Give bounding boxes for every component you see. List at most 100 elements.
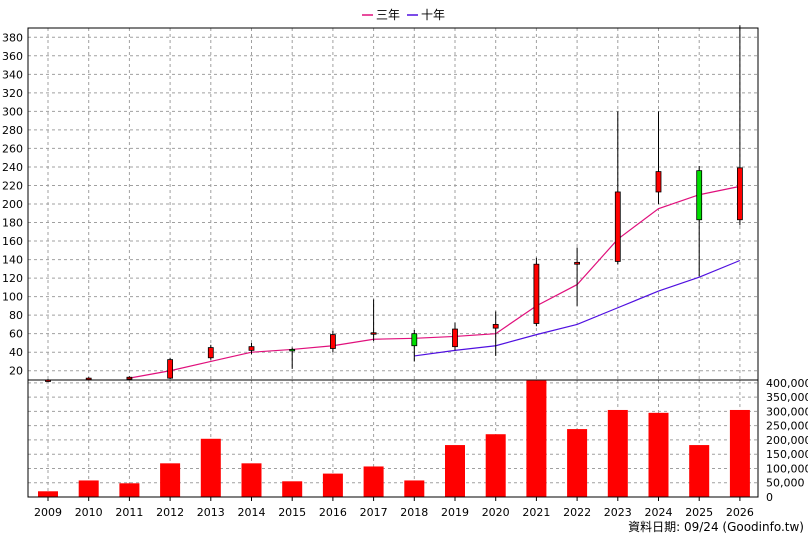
- ma10-line: [414, 259, 741, 357]
- x-tick-label: 2024: [645, 506, 673, 519]
- candle: [533, 257, 540, 327]
- volume-tick-label: 250,000: [766, 420, 808, 433]
- candle-body: [574, 261, 580, 265]
- volume-bar: [363, 466, 384, 497]
- candle: [289, 347, 296, 369]
- x-tick-label: 2021: [522, 506, 550, 519]
- x-tick-label: 2015: [278, 506, 306, 519]
- x-tick-label: 2014: [238, 506, 266, 519]
- volume-bar: [38, 491, 58, 497]
- candle-body: [289, 349, 296, 352]
- ma3-line: [129, 185, 741, 379]
- volume-tick-label: 200,000: [766, 434, 808, 447]
- x-tick-label: 2010: [75, 506, 103, 519]
- volume-bar: [567, 429, 588, 497]
- price-tick-label: 20: [9, 365, 23, 378]
- price-tick-label: 340: [2, 68, 23, 81]
- price-tick-label: 220: [2, 179, 23, 192]
- candle-body: [737, 167, 743, 221]
- candle-body: [614, 191, 621, 262]
- candle: [574, 247, 580, 306]
- x-tick-label: 2026: [726, 506, 754, 519]
- price-tick-label: 40: [9, 346, 23, 359]
- x-axis-ticks: 2009 2010 2011 2012 2013 2014 2015 2016 2017 2018…: [34, 497, 754, 519]
- price-tick-label: 240: [2, 161, 23, 174]
- legend-ma10-label: 十年: [421, 8, 445, 22]
- volume-bar: [200, 438, 221, 497]
- price-tick-label: 200: [2, 198, 23, 211]
- candle-body: [207, 347, 214, 359]
- volume-bar: [607, 409, 628, 497]
- candle-body: [411, 333, 418, 347]
- candle: [411, 329, 418, 362]
- volume-bar: [282, 481, 303, 497]
- candle: [737, 25, 743, 226]
- volume-tick-label: 300,000: [766, 405, 808, 418]
- x-tick-label: 2012: [156, 506, 184, 519]
- price-tick-label: 260: [2, 142, 23, 155]
- candle-body: [85, 377, 92, 381]
- candle-body: [370, 332, 377, 335]
- candles: [45, 25, 743, 382]
- x-tick-label: 2013: [197, 506, 225, 519]
- candle: [370, 299, 377, 342]
- volume-plot-frame: [27, 379, 759, 498]
- x-tick-label: 2022: [563, 506, 591, 519]
- source-label: 資料日期: 09/24 (Goodinfo.tw): [628, 520, 804, 534]
- volume-bar: [119, 483, 140, 497]
- price-tick-label: 100: [2, 291, 23, 304]
- volume-bar: [404, 480, 425, 497]
- volume-bar: [160, 463, 181, 497]
- candle: [696, 166, 703, 277]
- x-tick-label: 2023: [604, 506, 632, 519]
- plot-frames: [27, 27, 759, 498]
- candle: [126, 376, 133, 380]
- price-tick-label: 180: [2, 217, 23, 230]
- volume-bar: [648, 412, 669, 497]
- volume-tick-label: 50,000: [766, 477, 805, 490]
- price-tick-label: 80: [9, 309, 23, 322]
- volume-bar: [445, 445, 465, 497]
- volume-bar: [485, 434, 506, 497]
- volume-bar: [322, 473, 343, 497]
- volume-bar: [241, 463, 262, 497]
- price-tick-label: 120: [2, 272, 23, 285]
- candle: [329, 330, 336, 353]
- volume-bars: [38, 380, 750, 497]
- price-tick-label: 140: [2, 254, 23, 267]
- volume-bar: [78, 480, 99, 497]
- volume-bar: [526, 380, 547, 497]
- x-tick-label: 2019: [441, 506, 469, 519]
- price-tick-label: 280: [2, 124, 23, 137]
- price-tick-label: 320: [2, 87, 23, 100]
- volume-bar: [729, 409, 750, 497]
- price-tick-label: 160: [2, 235, 23, 248]
- candle: [614, 111, 621, 265]
- x-tick-label: 2009: [34, 506, 62, 519]
- price-tick-label: 380: [2, 31, 23, 44]
- candle-body: [126, 376, 133, 380]
- x-tick-label: 2011: [115, 506, 143, 519]
- legend-ma3-label: 三年: [376, 8, 400, 22]
- candle: [452, 322, 458, 351]
- candle: [492, 311, 499, 356]
- candle: [167, 357, 174, 380]
- x-tick-label: 2016: [319, 506, 347, 519]
- price-axis-ticks: 20 40 60 80 100 120 140 160 180 200 220 240 260 280 30…: [2, 31, 23, 377]
- candle-body: [167, 359, 174, 379]
- candle-body: [696, 170, 703, 221]
- price-tick-label: 300: [2, 105, 23, 118]
- candle: [655, 111, 662, 204]
- x-tick-label: 2025: [685, 506, 713, 519]
- candle: [248, 342, 255, 355]
- volume-tick-label: 400,000: [766, 377, 808, 390]
- x-tick-label: 2017: [360, 506, 388, 519]
- volume-tick-label: 350,000: [766, 391, 808, 404]
- candle-body: [492, 324, 499, 329]
- candle-body: [248, 346, 255, 351]
- price-grid: [28, 28, 758, 380]
- moving-average-lines: [129, 185, 741, 379]
- x-tick-label: 2018: [400, 506, 428, 519]
